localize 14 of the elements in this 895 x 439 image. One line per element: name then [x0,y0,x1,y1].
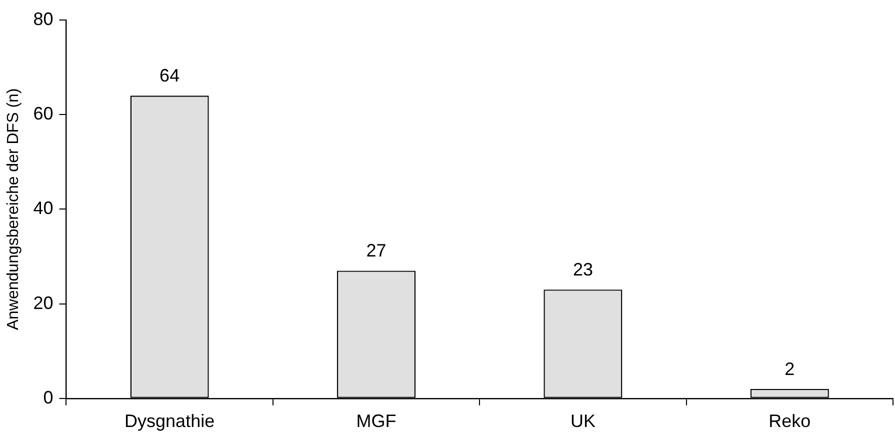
data-label: 23 [572,260,593,280]
y-axis-title: Anwendungsbereiche der DFS (n) [5,88,22,330]
y-tick-label: 80 [33,8,54,29]
x-tick-label: MGF [356,411,396,432]
x-tick-label: Reko [768,411,811,432]
y-tick-label: 60 [33,104,54,124]
y-tick-label: 0 [43,387,54,408]
x-tick-label: Dysgnathie [124,411,215,432]
x-tick-label: UK [570,411,596,432]
data-label: 27 [366,240,386,261]
y-tick-label: 20 [33,292,54,313]
y-tick-label: 40 [33,198,54,218]
data-label: 64 [160,66,180,86]
data-label: 2 [784,358,795,379]
